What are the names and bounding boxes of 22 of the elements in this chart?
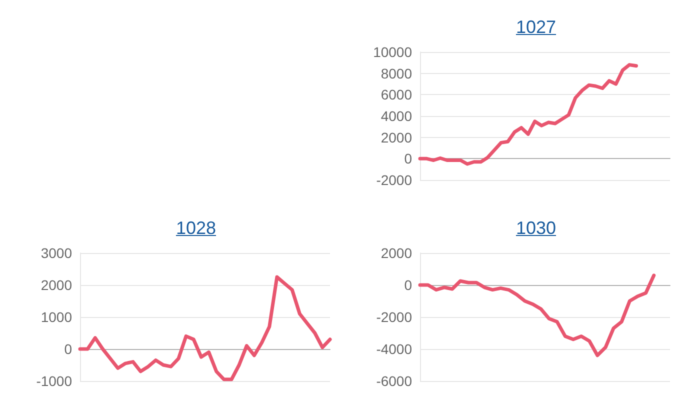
y-tick-label: 0	[64, 341, 72, 357]
y-tick-label: -2000	[376, 309, 412, 325]
y-tick-label: 2000	[380, 245, 412, 261]
y-tick-label: 4000	[380, 108, 412, 124]
line-series	[418, 274, 656, 358]
y-tick-label: 6000	[380, 86, 412, 103]
y-tick-label: 8000	[380, 65, 412, 82]
y-tick-label: 0	[404, 277, 412, 293]
y-tick-label: 10000	[373, 44, 412, 60]
y-tick-label: -4000	[376, 341, 412, 357]
y-tick-label: 3000	[40, 245, 72, 261]
y-tick-label: -2000	[376, 172, 412, 188]
line-series	[418, 63, 638, 166]
y-tick-label: 2000	[380, 129, 412, 146]
y-tick-label: 2000	[40, 277, 72, 293]
y-tick-label: -6000	[376, 373, 412, 389]
y-tick-label: 0	[404, 150, 412, 167]
chart-title: 1027	[514, 16, 558, 39]
chart-title: 1028	[174, 217, 218, 240]
chart-title: 1030	[514, 217, 558, 240]
y-tick-label: -1000	[36, 373, 72, 389]
y-tick-label: 1000	[40, 309, 72, 325]
